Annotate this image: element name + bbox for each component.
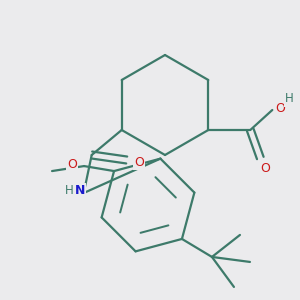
Text: O: O — [134, 155, 144, 169]
Text: H: H — [285, 92, 294, 106]
Text: N: N — [74, 184, 85, 197]
Text: O: O — [67, 158, 77, 171]
Text: O: O — [275, 101, 285, 115]
Text: H: H — [65, 184, 74, 197]
Text: O: O — [260, 161, 270, 175]
